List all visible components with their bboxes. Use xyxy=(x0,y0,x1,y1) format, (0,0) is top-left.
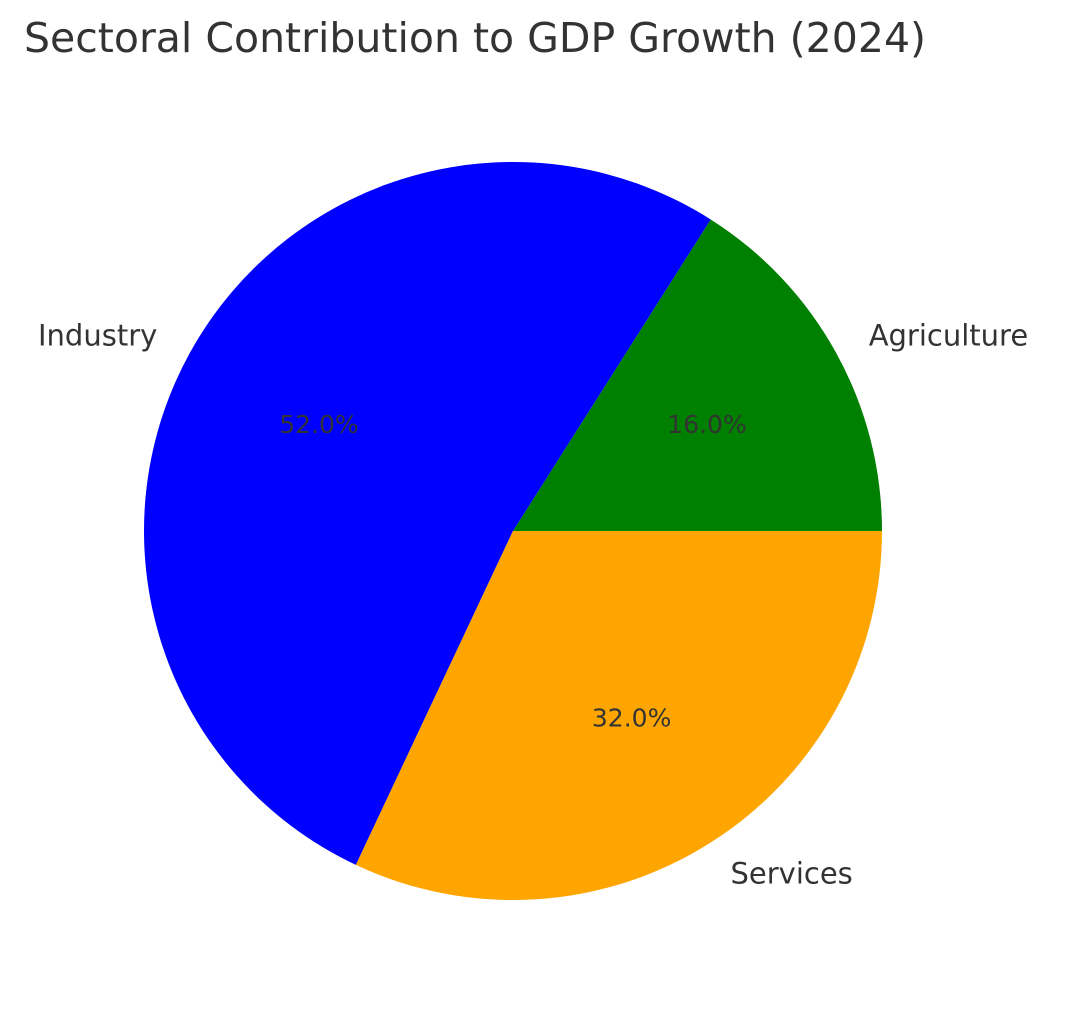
slice-label-agriculture: Agriculture xyxy=(869,318,1029,352)
chart-title: Sectoral Contribution to GDP Growth (202… xyxy=(24,14,927,62)
slice-services xyxy=(355,531,883,900)
slice-label-industry: Industry xyxy=(38,318,157,352)
slice-agriculture xyxy=(513,219,882,531)
slice-label-services: Services xyxy=(730,857,852,891)
percent-label-agriculture: 16.0% xyxy=(667,410,746,439)
pie-labels: Agriculture 16.0% Industry 52.0% Services 32.… xyxy=(38,318,1028,890)
percent-label-industry: 52.0% xyxy=(279,410,358,439)
percent-label-services: 32.0% xyxy=(592,703,671,732)
slice-industry xyxy=(143,161,711,865)
pie-slices xyxy=(143,161,883,900)
